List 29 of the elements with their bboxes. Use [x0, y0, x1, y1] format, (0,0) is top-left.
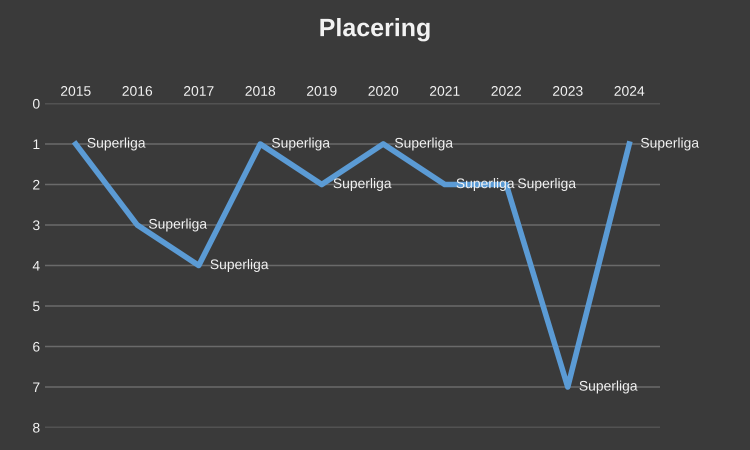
- y-tick-label: 3: [32, 220, 40, 230]
- y-tick-label: 6: [33, 342, 40, 352]
- x-tick-label: 2023: [553, 86, 583, 96]
- x-tick-label: 2022: [492, 86, 522, 96]
- data-label: Superliga: [148, 218, 208, 232]
- y-tick-label: 2: [33, 180, 40, 190]
- x-tick-label: 2019: [307, 86, 337, 96]
- data-label: Superliga: [87, 138, 146, 150]
- x-tick-label: 2015: [61, 86, 91, 96]
- x-tick-label: 2021: [430, 86, 460, 96]
- data-label: Superliga: [640, 138, 700, 150]
- x-tick-label: 2024: [614, 86, 644, 96]
- data-label: Superliga: [579, 380, 638, 394]
- x-tick-label: 2020: [368, 86, 398, 96]
- chart-title: Placering: [320, 18, 430, 42]
- y-tick-label: 0: [32, 98, 40, 109]
- y-tick-label: 5: [32, 301, 40, 312]
- y-tick-label: 1: [33, 139, 40, 150]
- data-label: Superliga: [394, 138, 454, 150]
- data-label: Superliga: [518, 178, 576, 191]
- x-tick-label: 2017: [184, 86, 214, 96]
- data-label: Superliga: [210, 259, 269, 272]
- data-label: Superliga: [272, 138, 330, 150]
- x-tick-label: 2018: [246, 86, 276, 96]
- y-tick-label: 8: [33, 422, 40, 433]
- x-tick-label: 2016: [122, 86, 152, 96]
- y-tick-label: 4: [32, 260, 40, 271]
- y-tick-label: 7: [33, 382, 40, 392]
- data-label: Superliga: [333, 178, 392, 191]
